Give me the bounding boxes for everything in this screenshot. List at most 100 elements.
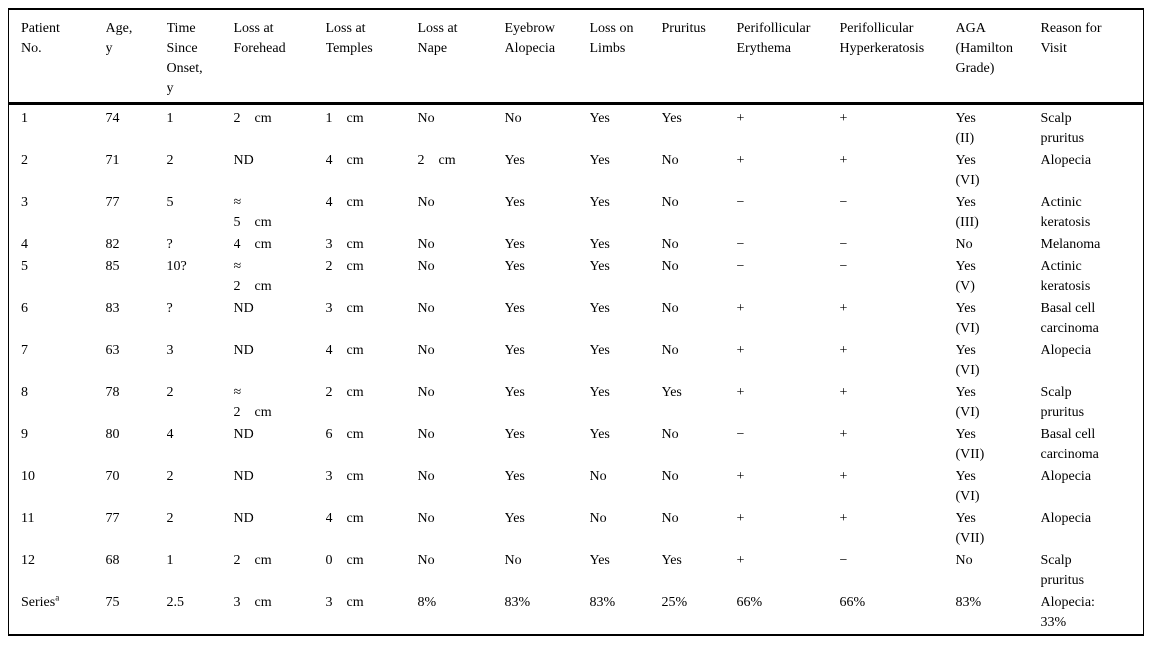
table-cell: Yes <box>589 195 610 210</box>
table-cell: 25% <box>661 595 688 610</box>
column-header: Age, y <box>105 9 167 105</box>
table-cell: ND <box>233 301 254 316</box>
table-cell: 3 cm <box>325 301 364 316</box>
table-cell: Yes <box>589 259 610 274</box>
table-cell: + <box>839 511 848 526</box>
table-cell: 8 <box>21 385 28 400</box>
table-cell: No <box>661 427 679 442</box>
table-cell: Yes (VI) <box>955 301 980 336</box>
table-cell: 1 cm <box>325 111 364 126</box>
table-row: 1 74 1 2 cm 1 cm No No Yes Yes + + Yes (II) Scalp pr… <box>9 104 1144 151</box>
table-row: 6 83? ND 3 cm No Yes Yes No + + Yes (VI) Basal cell… <box>9 298 1144 340</box>
table-cell: 66% <box>839 595 866 610</box>
table-row: 3 77 5 ≈ 5 cm 4 cm No Yes Yes No − − Yes (III) Actin… <box>9 192 1144 234</box>
table-cell: − <box>839 553 848 568</box>
table-cell: − <box>839 195 848 210</box>
table-cell: 77 <box>105 511 120 526</box>
table-cell: Yes <box>661 553 682 568</box>
table-cell: Alopecia <box>1040 511 1092 526</box>
table-cell: 6 cm <box>325 427 364 442</box>
table-cell: − <box>736 237 745 252</box>
table-cell: + <box>839 301 848 316</box>
table-cell: 66% <box>736 595 763 610</box>
table-cell: No <box>661 469 679 484</box>
table-cell: 75 <box>105 595 120 610</box>
table-cell: 6 <box>21 301 28 316</box>
table-cell: + <box>736 385 745 400</box>
table-cell: No <box>661 195 679 210</box>
table-cell: + <box>839 385 848 400</box>
table-cell: 3 <box>21 195 28 210</box>
table-cell: Yes <box>504 343 525 358</box>
table-cell: 2 <box>166 469 174 484</box>
column-header: AGA (Hamilton Grade) <box>955 9 1041 105</box>
table-cell: Alopecia: 33% <box>1040 595 1095 630</box>
table-cell: 4 cm <box>325 195 364 210</box>
table-cell: 83% <box>589 595 616 610</box>
table-cell: Yes <box>589 301 610 316</box>
table-cell: 4 <box>166 427 174 442</box>
table-row: 8 78 2 ≈ 2 cm 2 cm No Yes Yes Yes + + Yes (VI) Scalp… <box>9 382 1144 424</box>
table-cell: No <box>417 385 435 400</box>
table-cell: 1 <box>166 553 174 568</box>
table-cell: 4 cm <box>233 237 272 252</box>
table-cell: + <box>736 511 745 526</box>
table-cell: No <box>504 111 522 126</box>
table-cell: Yes <box>504 259 525 274</box>
table-cell: Basal cell carcinoma <box>1040 427 1099 462</box>
table-cell: Alopecia <box>1040 153 1092 168</box>
table-cell: Yes (VI) <box>955 385 980 420</box>
table-cell: 2.5 <box>166 595 185 610</box>
table-row: 12 68 1 2 cm 0 cm No No Yes Yes + − No Scalp pruritu… <box>9 550 1144 592</box>
table-cell: Yes <box>504 385 525 400</box>
table-cell: 63 <box>105 343 120 358</box>
table-cell: 12 <box>21 553 35 568</box>
table-cell: 71 <box>105 153 120 168</box>
column-header: Eyebrow Alopecia <box>504 9 590 105</box>
table-cell: + <box>736 343 745 358</box>
table-cell: Yes <box>504 511 525 526</box>
patient-table: Patient No. Age, y Time Since Onset, y Loss… <box>8 8 1144 636</box>
table-row: 7 63 3 ND 4 cm No Yes Yes No + + Yes (VI) Alopecia <box>9 340 1144 382</box>
table-cell: 2 <box>21 153 28 168</box>
table-cell: 83% <box>504 595 531 610</box>
table-cell: 4 cm <box>325 153 364 168</box>
table-cell: Yes <box>589 343 610 358</box>
column-header: Time Since Onset, y <box>166 9 234 105</box>
table-cell: Yes <box>589 237 610 252</box>
table-cell: 10? <box>166 259 187 274</box>
table-cell: Alopecia <box>1040 343 1092 358</box>
table-cell: 2 cm <box>325 385 364 400</box>
table-cell: No <box>417 511 435 526</box>
table-cell: No <box>417 237 435 252</box>
table-cell: 2 cm <box>325 259 364 274</box>
table-cell: 4 cm <box>325 511 364 526</box>
table-cell: + <box>839 111 848 126</box>
table-cell: Yes <box>504 153 525 168</box>
header-row: Patient No. Age, y Time Since Onset, y Loss… <box>8 9 1144 105</box>
table-cell: 5 <box>21 259 28 274</box>
table-cell: Yes (VII) <box>955 427 985 462</box>
table-cell: 82 <box>105 237 120 252</box>
table-cell: Seriesa <box>9 592 106 635</box>
table-cell: Yes (VII) <box>955 511 985 546</box>
table-cell: No <box>417 553 435 568</box>
table-cell: + <box>839 153 848 168</box>
table-cell: Scalp pruritus <box>1040 111 1085 146</box>
table-cell: Yes <box>504 469 525 484</box>
table-cell: − <box>839 237 848 252</box>
footnote-marker: a <box>55 592 60 603</box>
table-cell: 70 <box>105 469 120 484</box>
cell-text: Series <box>21 595 56 610</box>
table-row: 4 82? 4 cm 3 cm No Yes Yes No − − No Melanoma <box>9 234 1144 256</box>
table-cell: 2 <box>166 385 174 400</box>
table-cell: Yes <box>661 111 682 126</box>
table-cell: Yes (VI) <box>955 343 980 378</box>
table-cell: ? <box>166 301 173 316</box>
table-cell: No <box>417 111 435 126</box>
table-cell: 77 <box>105 195 120 210</box>
table-cell: ≈ 2 cm <box>233 259 272 294</box>
table-cell: Yes (V) <box>955 259 976 294</box>
table-cell: 11 <box>21 511 35 526</box>
table-cell: + <box>839 469 848 484</box>
